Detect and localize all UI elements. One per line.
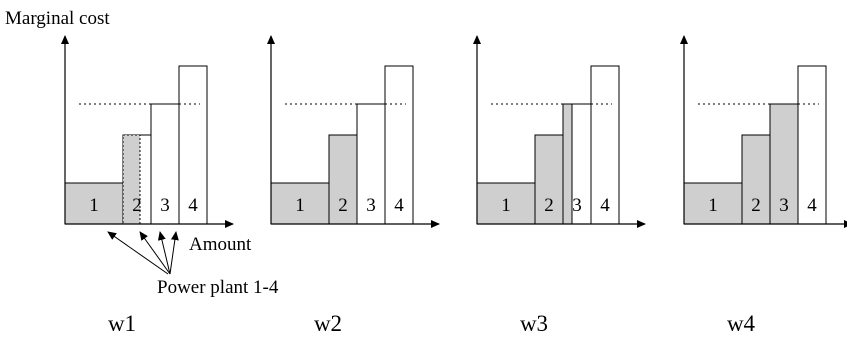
panel-w4: 1 2 3 4 w4 <box>680 35 847 336</box>
plant-1-label: 1 <box>708 195 718 216</box>
panel-caption: w4 <box>727 311 756 336</box>
plant-3-label: 3 <box>160 195 170 216</box>
plant-4-bar <box>178 65 208 225</box>
plant-2-partial-fill <box>122 134 141 225</box>
plant-3-label: 3 <box>572 195 582 216</box>
pointer-arrow <box>107 231 169 275</box>
plant-2-label: 2 <box>751 195 761 216</box>
plant-2-bar <box>534 134 564 225</box>
panel-w2: 1 2 3 4 w2 <box>267 35 440 336</box>
plant-1-label: 1 <box>295 195 305 216</box>
plant-1-bar <box>683 182 743 225</box>
x-axis-label: Amount <box>189 234 252 255</box>
panel-w3: 1 2 3 4 w3 <box>473 35 646 336</box>
plant-3-partial-fill <box>562 103 573 225</box>
panel-caption: w1 <box>108 311 136 336</box>
power-plant-annotation: Power plant 1-4 <box>157 277 279 298</box>
pointer-arrow <box>139 231 171 275</box>
plant-1-label: 1 <box>501 195 511 216</box>
plant-2-label: 2 <box>544 195 554 216</box>
y-axis-label: Marginal cost <box>5 8 110 29</box>
pointer-arrow <box>157 231 171 275</box>
plant-3-label: 3 <box>779 195 789 216</box>
plant-3-bar <box>356 103 386 225</box>
plant-4-label: 4 <box>394 195 404 216</box>
plant-4-bar <box>590 65 620 225</box>
plant-2-bar <box>741 134 771 225</box>
plant-2-label: 2 <box>132 195 142 216</box>
plant-2-label: 2 <box>338 195 348 216</box>
panel-w1: 1 2 3 4 w1 <box>61 35 234 336</box>
plant-4-bar <box>384 65 414 225</box>
pointer-arrow <box>169 231 179 275</box>
plant-4-label: 4 <box>188 195 198 216</box>
plant-3-label: 3 <box>366 195 376 216</box>
panel-caption: w3 <box>520 311 548 336</box>
annotation-pointer-arrows <box>107 231 179 275</box>
plant-4-bar <box>797 65 827 225</box>
plant-1-label: 1 <box>89 195 99 216</box>
plant-3-bar <box>769 103 799 225</box>
plant-4-label: 4 <box>600 195 610 216</box>
plant-1-bar <box>476 182 536 225</box>
plant-2-bar <box>328 134 358 225</box>
plant-4-label: 4 <box>807 195 817 216</box>
panel-caption: w2 <box>314 311 342 336</box>
